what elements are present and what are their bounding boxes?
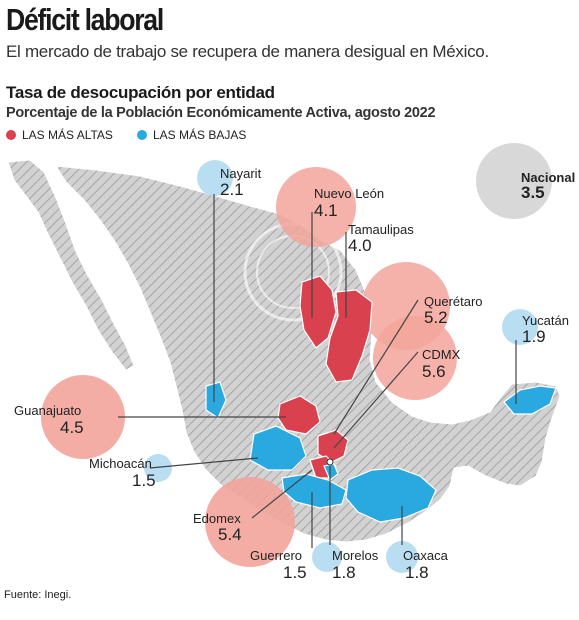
guerrero-value: 1.5 [283, 563, 307, 582]
baja-california-region [7, 159, 135, 371]
queretaro-label: Querétaro [424, 294, 483, 309]
morelos-bubble [312, 542, 342, 572]
legend-high: LAS MÁS ALTAS [6, 128, 113, 142]
nayarit-value: 2.1 [220, 180, 244, 199]
nuevo-leon-state [299, 275, 337, 349]
mainland-region [55, 165, 561, 543]
edomex-bubble [205, 477, 295, 567]
legend-low: LAS MÁS BAJAS [137, 128, 246, 142]
cdmx-marker [326, 458, 334, 466]
michoacan-leader [149, 457, 259, 469]
page-subtitle: El mercado de trabajo se recupera de man… [6, 42, 489, 61]
oaxaca-value: 1.8 [405, 563, 429, 582]
nuevo-leon-bubble [276, 167, 356, 247]
legend-low-label: LAS MÁS BAJAS [153, 128, 247, 142]
michoacan-value: 1.5 [132, 471, 156, 490]
guanajuato-state [277, 395, 321, 435]
morelos-value: 1.8 [332, 563, 356, 582]
tamaulipas-state [325, 289, 373, 383]
yucatan-bubble [502, 309, 538, 345]
guanajuato-label: Guanajuato [14, 403, 82, 418]
queretaro-value: 5.2 [424, 308, 448, 327]
yucatan-label: Yucatán [522, 313, 569, 328]
guerrero-label: Guerrero [250, 548, 303, 563]
cdmx-label: CDMX [422, 347, 461, 362]
nayarit-state [205, 381, 227, 419]
oaxaca-label: Oaxaca [403, 548, 448, 563]
morelos-label: Morelos [332, 548, 379, 563]
national-label: Nacional [521, 170, 576, 185]
page-title: Déficit laboral [6, 2, 164, 37]
queretaro-leader [333, 299, 419, 435]
cdmx-value: 5.6 [422, 362, 446, 381]
yucatan-value: 1.9 [522, 327, 546, 346]
michoacan-state [249, 425, 307, 471]
legend-high-label: LAS MÁS ALTAS [22, 128, 113, 142]
nayarit-bubble [197, 160, 233, 196]
legend-low-swatch [137, 130, 147, 140]
nayarit-label: Nayarit [220, 166, 262, 181]
nuevo-leon-label: Nuevo León [314, 186, 385, 201]
national-bubble [476, 143, 552, 219]
legend-high-swatch [6, 130, 16, 140]
edomex-leader [251, 469, 313, 519]
michoacan-bubble [144, 454, 172, 482]
edomex-label: Edomex [193, 511, 241, 526]
tamaulipas-label: Tamaulipas [348, 222, 414, 237]
guanajuato-bubble [41, 375, 125, 459]
section-subtitle: Porcentaje de la Población Económicament… [6, 105, 436, 121]
oaxaca-bubble [386, 541, 418, 573]
section-title: Tasa de desocupación por entidad [6, 83, 275, 102]
source-note: Fuente: Inegi. [4, 589, 72, 601]
national-value: 3.5 [521, 183, 545, 202]
michoacan-label: Michoacán [89, 456, 152, 471]
yucatan-state [503, 385, 557, 415]
tamaulipas-value: 4.0 [348, 236, 372, 255]
leader-lines [118, 194, 517, 548]
oaxaca-state [345, 467, 437, 523]
guanajuato-value: 4.5 [60, 418, 84, 437]
nuevo-leon-value: 4.1 [314, 201, 338, 220]
cdmx-leader [333, 351, 419, 449]
edomex-value: 5.4 [218, 525, 242, 544]
